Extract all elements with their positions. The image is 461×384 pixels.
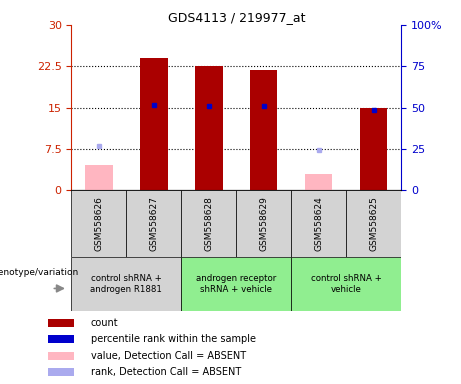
- Text: control shRNA +
vehicle: control shRNA + vehicle: [311, 275, 382, 294]
- Bar: [181, 257, 291, 311]
- Title: GDS4113 / 219977_at: GDS4113 / 219977_at: [167, 11, 305, 24]
- Bar: [291, 257, 401, 311]
- Bar: [291, 190, 346, 257]
- Bar: [48, 368, 74, 376]
- Bar: [126, 190, 181, 257]
- Bar: [85, 165, 112, 190]
- Bar: [305, 174, 332, 190]
- Bar: [71, 190, 126, 257]
- Text: rank, Detection Call = ABSENT: rank, Detection Call = ABSENT: [91, 367, 241, 377]
- Bar: [346, 190, 401, 257]
- Bar: [236, 190, 291, 257]
- Text: GSM558625: GSM558625: [369, 196, 378, 251]
- Bar: [71, 257, 181, 311]
- Bar: [48, 336, 74, 343]
- Text: GSM558624: GSM558624: [314, 196, 323, 251]
- Text: control shRNA +
androgen R1881: control shRNA + androgen R1881: [90, 275, 162, 294]
- Text: GSM558629: GSM558629: [259, 196, 268, 251]
- Text: GSM558626: GSM558626: [95, 196, 103, 251]
- Bar: [181, 190, 236, 257]
- Bar: [48, 352, 74, 359]
- Bar: [250, 70, 278, 190]
- Text: GSM558628: GSM558628: [204, 196, 213, 251]
- Text: genotype/variation: genotype/variation: [0, 268, 79, 277]
- Text: GSM558627: GSM558627: [149, 196, 159, 251]
- Bar: [360, 108, 387, 190]
- Bar: [195, 66, 223, 190]
- Bar: [48, 319, 74, 327]
- Bar: [140, 58, 168, 190]
- Text: percentile rank within the sample: percentile rank within the sample: [91, 334, 256, 344]
- Text: count: count: [91, 318, 118, 328]
- Text: androgen receptor
shRNA + vehicle: androgen receptor shRNA + vehicle: [196, 275, 277, 294]
- Text: value, Detection Call = ABSENT: value, Detection Call = ABSENT: [91, 351, 246, 361]
